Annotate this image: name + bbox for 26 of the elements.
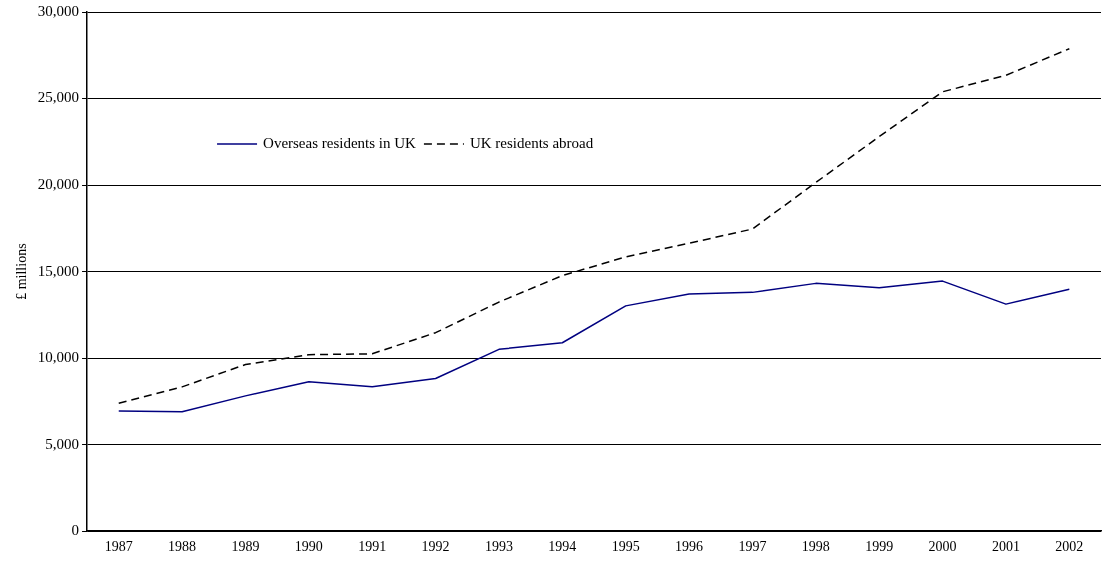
legend-label: UK residents abroad bbox=[469, 134, 594, 151]
y-tick-label: 5,000 bbox=[45, 435, 80, 452]
y-tick-label: 0 bbox=[71, 522, 80, 539]
x-tick-label: 1993 bbox=[484, 539, 513, 555]
y-tick-label: 30,000 bbox=[37, 2, 80, 19]
x-tick-label: 2001 bbox=[991, 539, 1020, 555]
y-axis-title: £ millions bbox=[14, 243, 30, 300]
x-tick-label: 1988 bbox=[168, 539, 197, 555]
x-tick-label: 1990 bbox=[294, 539, 323, 555]
y-tick-label: 10,000 bbox=[37, 349, 80, 366]
x-tick-label: 1996 bbox=[675, 539, 704, 555]
y-tick-label: 20,000 bbox=[37, 176, 80, 192]
x-tick-label: 1992 bbox=[421, 539, 450, 555]
legend-label: Overseas residents in UK bbox=[263, 134, 417, 151]
x-tick-label: 1994 bbox=[548, 539, 577, 555]
x-tick-label: 1989 bbox=[231, 539, 260, 555]
x-tick-label: 1987 bbox=[104, 539, 133, 555]
x-tick-label: 1998 bbox=[801, 539, 830, 555]
y-tick-label: 15,000 bbox=[37, 262, 80, 279]
x-tick-label: 1999 bbox=[865, 539, 894, 555]
x-tick-label: 1997 bbox=[738, 539, 767, 555]
x-tick-label: 1995 bbox=[611, 539, 640, 555]
x-tick-label: 1991 bbox=[358, 539, 387, 555]
x-tick-label: 2000 bbox=[928, 539, 957, 555]
x-tick-label: 2002 bbox=[1055, 539, 1084, 555]
y-tick-label: 25,000 bbox=[37, 89, 80, 106]
